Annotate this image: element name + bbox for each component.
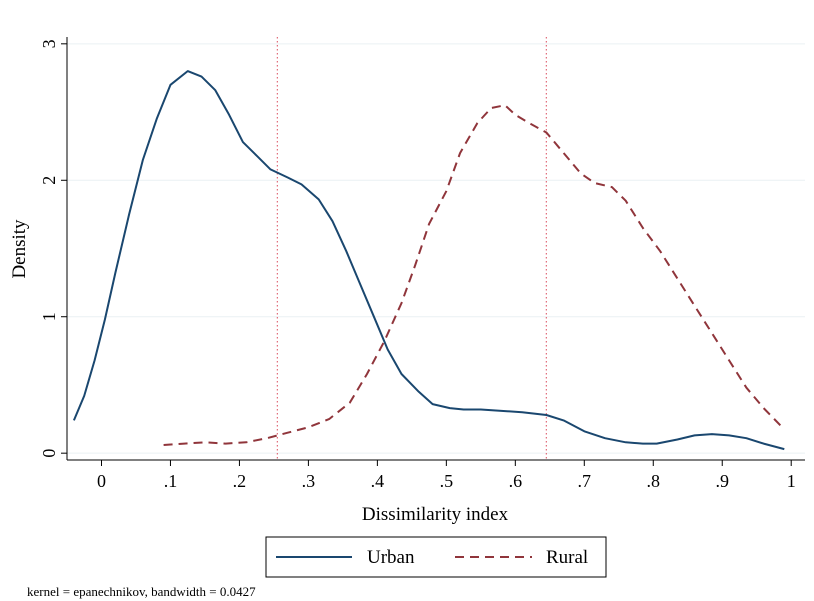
y-tick-label-0: 0 (39, 449, 59, 458)
kernel-note: kernel = epanechnikov, bandwidth = 0.042… (27, 584, 256, 599)
x-tick-label-8: .8 (647, 471, 661, 491)
x-tick-label-0: 0 (97, 471, 106, 491)
legend-label-urban: Urban (367, 547, 415, 568)
legend-label-rural: Rural (546, 547, 588, 568)
y-tick-label-2: 2 (39, 176, 59, 185)
x-tick-label-6: .6 (509, 471, 523, 491)
grid-layer (67, 43, 805, 454)
axis-layer: 0 .1 .2 .3 .4 .5 .6 .7 .8 .9 1 0 1 2 3 (39, 37, 805, 491)
x-axis-title: Dissimilarity index (362, 504, 509, 525)
y-tick-label-3: 3 (39, 39, 59, 48)
x-tick-label-3: .3 (302, 471, 316, 491)
reference-lines (276, 37, 547, 460)
series-layer (72, 70, 785, 451)
series-line-urban (72, 70, 785, 451)
x-tick-label-10: 1 (787, 471, 796, 491)
y-tick-label-1: 1 (39, 312, 59, 321)
x-tick-label-5: .5 (440, 471, 454, 491)
x-tick-label-9: .9 (715, 471, 729, 491)
x-tick-label-2: .2 (233, 471, 247, 491)
x-tick-label-1: .1 (164, 471, 178, 491)
series-line-rural (163, 104, 782, 446)
x-tick-label-4: .4 (371, 471, 385, 491)
legend: Urban Rural (265, 536, 607, 578)
x-tick-label-7: .7 (578, 471, 592, 491)
y-axis-title: Density (9, 219, 30, 279)
